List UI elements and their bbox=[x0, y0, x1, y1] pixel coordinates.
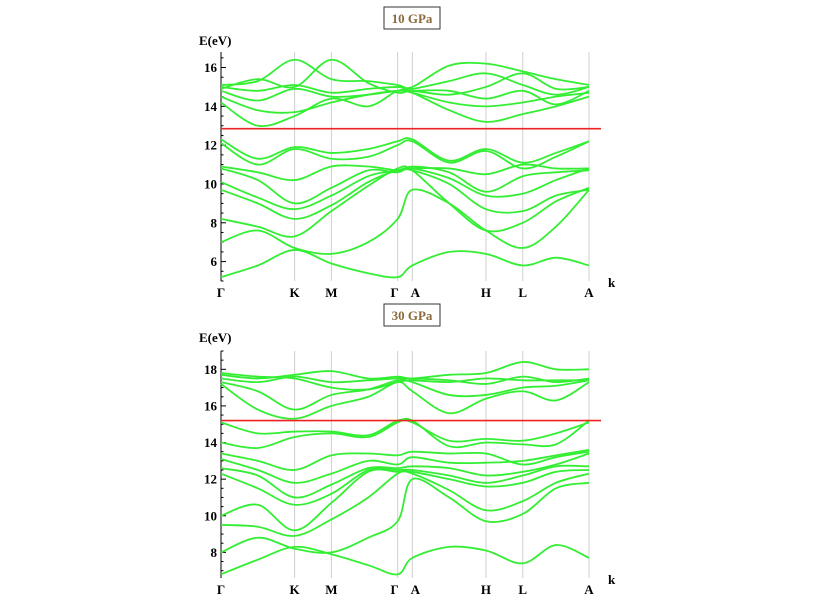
band-line-1 bbox=[220, 544, 590, 576]
y-tick-label: 14 bbox=[204, 435, 218, 450]
kpoint-label: Γ bbox=[217, 285, 225, 300]
y-tick-label: 16 bbox=[204, 60, 218, 75]
band-line-4 bbox=[220, 468, 590, 532]
kpoint-label: H bbox=[481, 582, 491, 597]
band-lines bbox=[220, 58, 590, 279]
y-tick-label: 10 bbox=[204, 508, 217, 523]
x-axis-label: k bbox=[608, 275, 616, 290]
kpoint-label: A bbox=[411, 582, 421, 597]
y-tick-label: 16 bbox=[204, 398, 218, 413]
kpoint-label: K bbox=[290, 285, 301, 300]
y-tick-label: 6 bbox=[211, 254, 218, 269]
y-ticks: 6 8 10 12 14 16 bbox=[204, 57, 226, 282]
y-tick-label: 18 bbox=[204, 362, 218, 377]
band-line-8 bbox=[220, 450, 590, 471]
band-line-3 bbox=[220, 165, 590, 238]
y-tick-label: 14 bbox=[204, 99, 218, 114]
kpoint-label: Γ bbox=[390, 285, 398, 300]
panel-title-box bbox=[383, 6, 441, 30]
y-tick-label: 8 bbox=[211, 545, 218, 560]
y-tick-label: 12 bbox=[204, 138, 217, 153]
band-line-14 bbox=[220, 58, 590, 90]
band-line-15 bbox=[220, 372, 589, 391]
y-tick-label: 12 bbox=[204, 472, 217, 487]
y-axis-label: E(eV) bbox=[199, 33, 232, 48]
band-line-2 bbox=[220, 188, 590, 255]
band-lines bbox=[220, 361, 590, 576]
kpoint-label: L bbox=[518, 582, 527, 597]
band-line-1 bbox=[220, 249, 590, 279]
kpoint-label: A bbox=[584, 285, 594, 300]
kpoint-label: L bbox=[518, 285, 527, 300]
panel-title: 30 GPa bbox=[392, 308, 433, 323]
band-line-12 bbox=[220, 87, 590, 106]
y-tick-label: 10 bbox=[204, 176, 217, 191]
y-ticks: 8 10 12 14 16 18 bbox=[204, 350, 226, 572]
kpoint-label: Γ bbox=[390, 582, 398, 597]
kpoint-label: K bbox=[290, 582, 301, 597]
band-line-14 bbox=[220, 361, 590, 380]
band-line-11 bbox=[220, 381, 590, 420]
kpoint-label: M bbox=[325, 582, 337, 597]
band-line-5 bbox=[220, 464, 590, 506]
kpoint-label: M bbox=[325, 285, 337, 300]
band-line-9 bbox=[220, 137, 590, 164]
panel-title: 10 GPa bbox=[392, 11, 433, 26]
kpoint-label: Γ bbox=[217, 582, 225, 597]
band-line-8 bbox=[220, 139, 590, 170]
band-line-15 bbox=[220, 58, 590, 96]
band-line-2 bbox=[220, 477, 590, 554]
kpoint-label: A bbox=[411, 285, 421, 300]
band-line-7 bbox=[220, 163, 590, 182]
kpoint-label: H bbox=[481, 285, 491, 300]
y-axis-label: E(eV) bbox=[199, 330, 232, 345]
band-line-10 bbox=[220, 418, 590, 443]
kpoint-label: A bbox=[584, 582, 594, 597]
band-line-7 bbox=[220, 448, 590, 484]
panel-title-box bbox=[383, 303, 441, 327]
band-line-3 bbox=[220, 470, 590, 537]
y-tick-label: 8 bbox=[211, 215, 218, 230]
kpoint-gridlines bbox=[294, 351, 590, 578]
x-axis-label: k bbox=[608, 572, 616, 587]
band-line-6 bbox=[220, 452, 590, 499]
